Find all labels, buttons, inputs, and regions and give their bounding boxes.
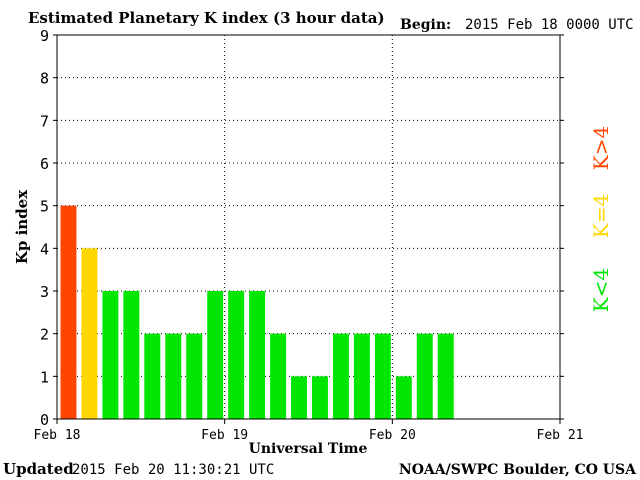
kp-bar: [60, 205, 77, 419]
y-tick-label: 5: [40, 198, 49, 216]
kp-bar: [228, 291, 245, 419]
kp-bar: [437, 333, 454, 419]
kp-bar: [207, 291, 224, 419]
x-axis-label: Universal Time: [249, 441, 368, 457]
kp-bar: [270, 333, 287, 419]
kp-bar: [291, 376, 307, 419]
kp-bar: [374, 333, 391, 419]
y-tick-label: 1: [40, 368, 49, 386]
kp-bar: [186, 333, 203, 419]
kp-bar: [144, 333, 161, 419]
kp-bar: [353, 333, 370, 419]
x-tick-label: Feb 18: [34, 428, 81, 443]
begin-label: Begin:: [400, 17, 451, 33]
kp-bar: [249, 291, 266, 419]
y-tick-label: 3: [40, 283, 49, 301]
legend-k-greater-4: K>4: [589, 126, 613, 170]
y-tick-label: 0: [40, 411, 49, 429]
plot-frame: [56, 34, 561, 420]
kp-bar: [332, 333, 349, 419]
x-tick-label: Feb 20: [369, 428, 416, 443]
kp-bar: [81, 248, 98, 419]
kp-bar: [102, 291, 119, 419]
y-tick-label: 4: [40, 240, 49, 258]
y-axis-ticks: 0 1 2 3 4 5 6 7 8 9: [40, 27, 564, 429]
begin-value: 2015 Feb 18 0000 UTC: [465, 17, 634, 33]
kp-bar: [123, 291, 140, 419]
kp-bar: [416, 333, 433, 419]
y-tick-label: 6: [40, 155, 49, 173]
legend-k-equal-4: K=4: [589, 194, 613, 238]
legend-k-less-4: K<4: [589, 268, 613, 312]
y-tick-label: 7: [40, 112, 49, 130]
kp-bar: [395, 376, 412, 419]
y-tick-label: 8: [40, 70, 49, 88]
x-tick-label: Feb 19: [201, 428, 248, 443]
y-axis-label: Kp index: [13, 189, 31, 264]
x-axis-ticks: Feb 18 Feb 19 Feb 20 Feb 21: [34, 419, 584, 443]
source-credit: NOAA/SWPC Boulder, CO USA: [399, 462, 637, 478]
x-tick-label: Feb 21: [537, 428, 584, 443]
updated-value: 2015 Feb 20 11:30:21 UTC: [72, 462, 274, 478]
kp-bar: [312, 376, 328, 419]
updated-label: Updated: [3, 460, 74, 478]
y-tick-label: 9: [40, 27, 49, 45]
chart-title: Estimated Planetary K index (3 hour data…: [28, 9, 385, 27]
bars-group: [60, 205, 454, 419]
kp-bar: [165, 333, 182, 419]
y-tick-label: 2: [40, 326, 49, 344]
grid-lines: [57, 35, 560, 419]
